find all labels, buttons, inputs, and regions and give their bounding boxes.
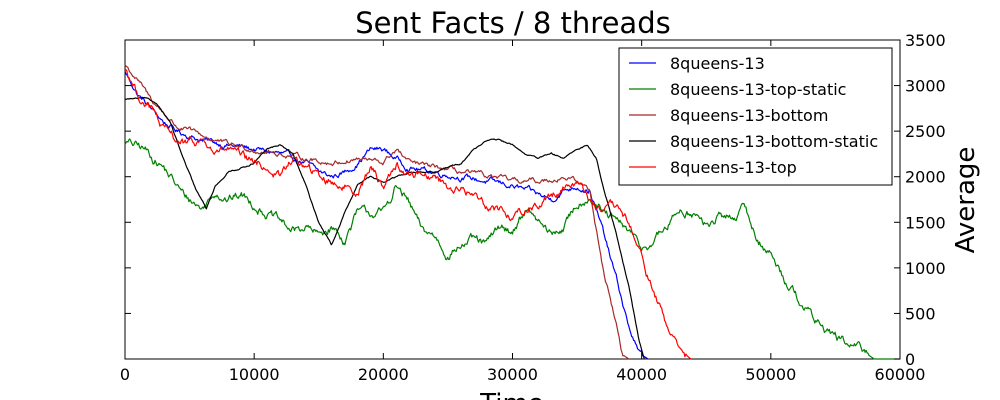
x-tick-label: 40000 (616, 365, 667, 384)
legend-label: 8queens-13 (670, 54, 765, 73)
x-tick-label: 0 (120, 365, 130, 384)
legend-frame (618, 47, 893, 186)
legend-label: 8queens-13-bottom-static (670, 132, 878, 151)
x-tick-label: 60000 (875, 365, 926, 384)
y-tick-label: 1500 (905, 213, 946, 232)
y-tick-label: 1000 (905, 259, 946, 278)
y-tick-label: 3500 (905, 31, 946, 50)
y-axis: 0 500 1000 1500 2000 2500 3000 3500 (125, 31, 946, 369)
x-axis-label: Time (479, 389, 544, 400)
series-line-4 (124, 96, 645, 360)
x-tick-label: 30000 (487, 365, 538, 384)
y-axis-label: Average (951, 147, 981, 254)
legend-label: 8queens-13-top (670, 158, 797, 177)
y-tick-label: 0 (905, 350, 915, 369)
legend-label: 8queens-13-top-static (670, 80, 846, 99)
chart-title: Sent Facts / 8 threads (355, 6, 670, 40)
series-line-5 (124, 68, 692, 360)
series-line-2 (124, 138, 900, 360)
legend-label: 8queens-13-bottom (670, 106, 828, 125)
y-tick-label: 2500 (905, 122, 946, 141)
x-axis: 0 10000 20000 30000 40000 50000 60000 (120, 40, 926, 384)
y-tick-label: 3000 (905, 77, 946, 96)
y-tick-label: 500 (905, 304, 936, 323)
series-line-3 (124, 64, 630, 360)
x-tick-label: 50000 (745, 365, 796, 384)
series-lines (124, 64, 900, 360)
legend: 8queens-13 8queens-13-top-static 8queens-1… (618, 47, 893, 186)
y-tick-label: 2000 (905, 168, 946, 187)
x-tick-label: 20000 (358, 365, 409, 384)
x-tick-label: 10000 (229, 365, 280, 384)
series-line-1 (124, 70, 649, 360)
